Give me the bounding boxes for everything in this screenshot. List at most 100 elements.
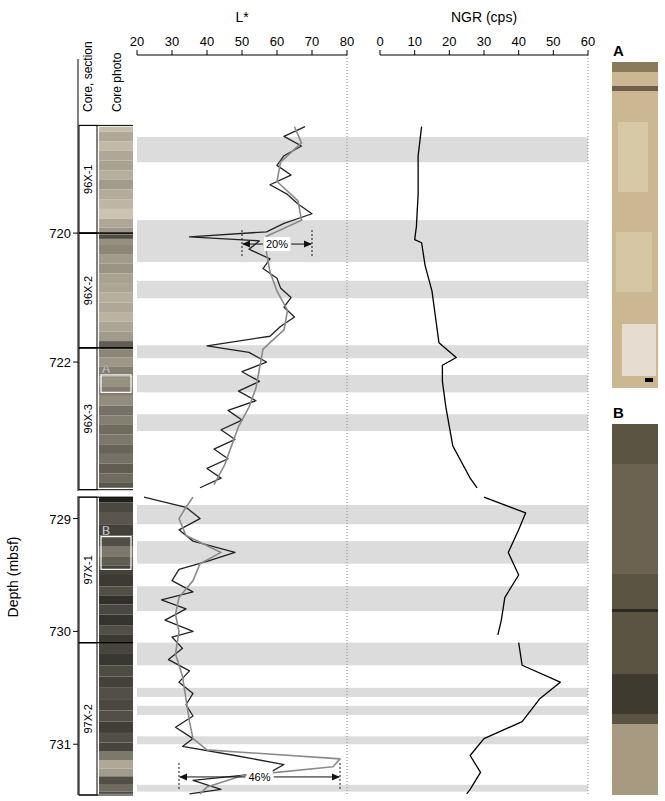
- annotation-arrow: [274, 776, 339, 777]
- x-tick-label: 50: [235, 34, 249, 49]
- core-photo-stripe: [99, 239, 133, 245]
- profile-line: [144, 497, 284, 794]
- core-photo-stripe: [99, 245, 133, 254]
- core-photo-stripe: [99, 743, 133, 751]
- section-label: 96X-3: [82, 404, 94, 433]
- core-photo-stripe: [99, 654, 133, 665]
- core-photo-stripe: [99, 596, 133, 604]
- photo-layer: [612, 86, 658, 91]
- section-boundary: [79, 347, 133, 348]
- core-photo-stripe: [99, 415, 133, 425]
- annotation-label-bg: [246, 770, 272, 784]
- interval-band: [137, 137, 588, 162]
- core-photo-stripe: [99, 785, 133, 792]
- core-photo-stripe: [99, 312, 133, 322]
- core-photo-stripe: [99, 643, 133, 654]
- core-photo-stripe: [99, 127, 133, 132]
- plot-area: [415, 127, 477, 488]
- x-tick-label: 10: [407, 34, 421, 49]
- core-photo-stripe: [99, 132, 133, 142]
- x-tick: [172, 50, 173, 55]
- x-axis-title: NGR (cps): [451, 9, 517, 25]
- core-photo-stripe: [99, 293, 133, 303]
- core-photo-stripe: [99, 396, 133, 406]
- panel-frame: [347, 55, 348, 795]
- core-photo-stripe: [99, 513, 133, 524]
- core-photo-stripe: [99, 406, 133, 416]
- core-photo-stripe: [99, 776, 133, 784]
- core-photo-stripe: [99, 497, 133, 502]
- inset-marker-label: A: [102, 362, 110, 376]
- core-photo-stripe: [99, 444, 133, 454]
- core-photo-stripe: [99, 677, 133, 688]
- x-tick: [518, 50, 519, 55]
- profile-line: [415, 127, 477, 488]
- annotation-limit: [242, 230, 243, 258]
- interval-band: [137, 736, 588, 744]
- core-photo-stripe: [99, 273, 133, 283]
- core-photo-stripe: [99, 234, 133, 239]
- depth-tick-label: 729: [49, 512, 71, 527]
- core-photo-stripe: [99, 688, 133, 699]
- photo-layer: [612, 724, 658, 795]
- core-photo-stripe: [99, 473, 133, 483]
- core-photo-stripe: [99, 264, 133, 274]
- x-axis-title: L*: [235, 9, 249, 25]
- panel-frame: [588, 55, 589, 795]
- core-photo-stripe: [99, 614, 133, 625]
- core-photo-stripe: [99, 219, 133, 228]
- photo-patch: [622, 324, 656, 376]
- core-photo-stripe: [99, 575, 133, 586]
- profile-line: [190, 127, 313, 488]
- annotation-arrow: [180, 776, 245, 777]
- core-section: [79, 497, 97, 643]
- x-tick-label: 0: [376, 34, 383, 49]
- x-tick-label: 40: [200, 34, 214, 49]
- section-boundary: [79, 125, 133, 126]
- core-photo-stripe: [99, 209, 133, 219]
- x-tick: [347, 50, 348, 55]
- x-tick: [312, 50, 313, 55]
- core-photo-stripe: [99, 768, 133, 776]
- profile-line: [214, 127, 302, 485]
- core-photo-stripe: [99, 547, 133, 557]
- annotation-limit: [179, 763, 180, 791]
- inset-label: A: [613, 42, 624, 59]
- core-section: [79, 643, 97, 795]
- core-photo-stripe: [99, 733, 133, 743]
- core-photo-stripe: [99, 751, 133, 760]
- depth-axis-title: Depth (mbsf): [5, 537, 21, 618]
- x-tick-label: 30: [165, 34, 179, 49]
- x-tick-label: 30: [477, 34, 491, 49]
- core-photo-stripe: [99, 302, 133, 312]
- core-photo-stripe: [99, 502, 133, 513]
- interval-band: [137, 414, 588, 431]
- section-boundary: [79, 347, 133, 348]
- core-section: [79, 348, 97, 490]
- x-tick: [553, 50, 554, 55]
- core-photo-stripe: [99, 141, 133, 151]
- core-photo-stripe: [99, 322, 133, 332]
- annotation-label: 20%: [266, 238, 288, 250]
- core-photo-stripe: [99, 586, 133, 596]
- inset-label: B: [613, 404, 624, 421]
- photo-patch: [618, 122, 648, 192]
- core-photo-stripe: [99, 792, 133, 794]
- core-photo-stripe: [99, 699, 133, 710]
- interval-band: [137, 505, 588, 524]
- photo-crack: [612, 609, 658, 612]
- depth-tick: [73, 362, 78, 363]
- x-tick: [242, 50, 243, 55]
- section-label: 97X-1: [82, 555, 94, 584]
- annotation-arrow: [243, 244, 263, 245]
- depth-axis-line: [78, 496, 79, 795]
- interval-band: [137, 345, 588, 358]
- photo-layer: [612, 674, 658, 714]
- core-photo-stripe: [99, 435, 133, 445]
- x-tick: [484, 50, 485, 55]
- core-photo-stripe: [99, 722, 133, 733]
- x-tick: [207, 50, 208, 55]
- depth-tick: [73, 518, 78, 519]
- depth-axis-line: [78, 59, 79, 491]
- core-photo-stripe: [99, 710, 133, 721]
